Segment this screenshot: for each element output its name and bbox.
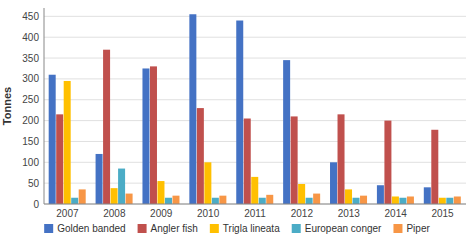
bar	[338, 114, 345, 204]
bar	[259, 198, 266, 204]
x-tick-label: 2011	[244, 208, 266, 219]
legend-swatch	[44, 224, 53, 233]
y-axis-label: Tonnes	[1, 87, 13, 125]
bar	[189, 14, 196, 204]
y-tick-label: 150	[22, 136, 39, 147]
legend: Golden banded Angler fish Trigla lineata Eu…	[44, 223, 430, 234]
bar	[377, 185, 384, 204]
bar	[79, 189, 86, 204]
legend-item: Golden banded	[44, 223, 125, 234]
bar	[313, 194, 320, 204]
legend-swatch	[292, 224, 301, 233]
bar	[172, 196, 179, 204]
bar	[111, 188, 118, 204]
bar	[407, 196, 414, 204]
bar	[251, 177, 258, 204]
bar	[118, 169, 125, 204]
y-tick-label: 400	[22, 32, 39, 43]
bar	[56, 114, 63, 204]
bar	[399, 198, 406, 204]
bar	[454, 196, 461, 204]
bar	[266, 195, 273, 204]
x-axis-line	[44, 204, 466, 205]
bar	[306, 198, 313, 204]
grid-line	[44, 16, 466, 17]
x-tick-label: 2012	[291, 208, 314, 219]
legend-label: Golden banded	[57, 223, 125, 234]
bar	[298, 184, 305, 204]
bar	[212, 198, 219, 204]
bar	[64, 81, 71, 204]
x-tick-label: 2010	[197, 208, 220, 219]
bar	[103, 50, 110, 204]
bar	[446, 198, 453, 204]
y-tick-label: 450	[22, 11, 39, 22]
x-tick-label: 2008	[103, 208, 126, 219]
bar	[197, 108, 204, 204]
x-ticks: 2007 2008 2009 2010 2011 2012 2013 2014 2015	[56, 208, 454, 219]
bar	[330, 162, 337, 204]
bar	[353, 198, 360, 204]
bar	[126, 194, 133, 204]
bar	[204, 162, 211, 204]
y-axis-line	[44, 8, 45, 204]
bar	[384, 121, 391, 204]
x-tick-label: 2013	[338, 208, 361, 219]
bar	[431, 130, 438, 204]
bar	[283, 60, 290, 204]
legend-item: European conger	[292, 223, 382, 234]
y-tick-label: 200	[22, 115, 39, 126]
chart: 0501001502002503003504004502007200820092…	[0, 0, 474, 239]
x-tick-label: 2015	[431, 208, 454, 219]
y-tick-label: 250	[22, 94, 39, 105]
bar	[150, 66, 157, 204]
legend-label: Trigla lineata	[223, 223, 280, 234]
y-ticks: 0 50 100 150 200 250 300 350 400 450	[22, 11, 39, 210]
grid-line	[44, 204, 466, 205]
bar	[142, 68, 149, 204]
y-tick-label: 100	[22, 157, 39, 168]
grid-line	[44, 37, 466, 38]
legend-label: Angler fish	[151, 223, 198, 234]
bar	[219, 196, 226, 204]
legend-swatch	[210, 224, 219, 233]
bars	[49, 14, 461, 204]
y-tick-label: 300	[22, 73, 39, 84]
y-tick-label: 0	[33, 199, 39, 210]
bar	[392, 196, 399, 204]
bar	[424, 187, 431, 204]
bar	[291, 116, 298, 204]
bar	[157, 181, 164, 204]
legend-item: Piper	[393, 223, 430, 234]
legend-label: Piper	[406, 223, 430, 234]
y-tick-label: 350	[22, 53, 39, 64]
legend-swatch	[393, 224, 402, 233]
bar	[49, 75, 56, 204]
bar	[360, 196, 367, 204]
bar	[71, 198, 78, 204]
legend-swatch	[138, 224, 147, 233]
legend-item: Angler fish	[138, 223, 198, 234]
bar	[96, 154, 103, 204]
x-tick-label: 2007	[56, 208, 79, 219]
x-tick-label: 2009	[150, 208, 173, 219]
grid	[44, 16, 466, 204]
bar	[236, 21, 243, 204]
bar	[439, 198, 446, 204]
legend-item: Trigla lineata	[210, 223, 280, 234]
y-tick-label: 50	[28, 178, 40, 189]
legend-label: European conger	[305, 223, 382, 234]
bar	[244, 119, 251, 204]
bar	[345, 189, 352, 204]
x-tick-label: 2014	[385, 208, 408, 219]
bar	[165, 198, 172, 204]
